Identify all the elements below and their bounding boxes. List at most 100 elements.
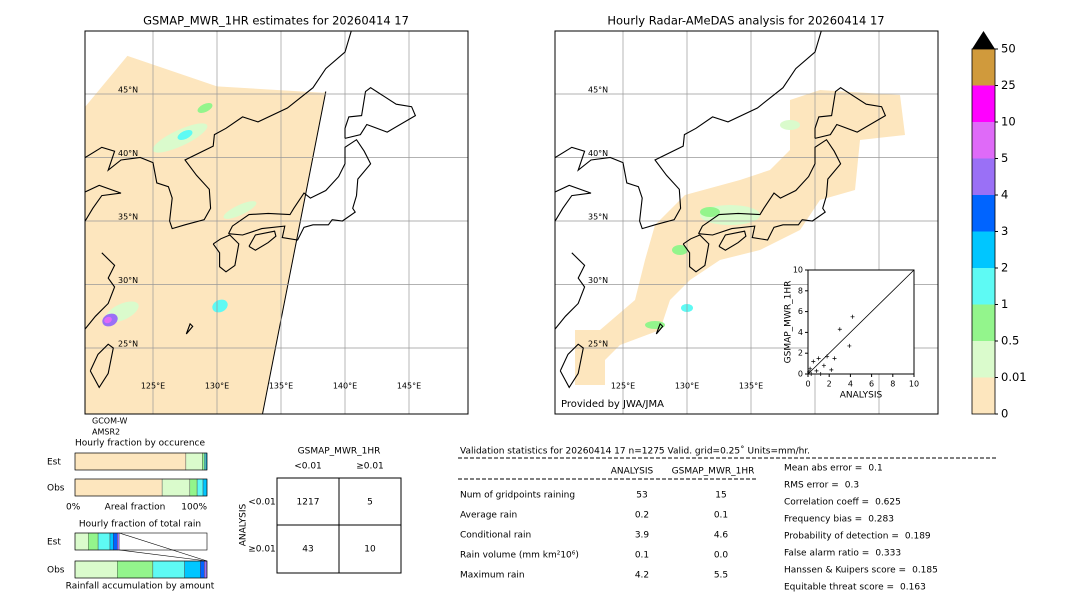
fraction-bar [185, 452, 203, 471]
lon-label: 145°E [397, 382, 421, 391]
fraction-bar [204, 452, 207, 471]
rain-cell [780, 120, 800, 130]
colorbar-label: 1 [1001, 297, 1008, 311]
score-value: 0.185 [912, 566, 938, 576]
colorbar-segment [972, 268, 995, 305]
scatter-point [829, 367, 834, 372]
scatter-point [807, 369, 812, 374]
score-value: 0.163 [900, 583, 926, 593]
fraction-bar [113, 532, 118, 551]
coastline [185, 322, 194, 335]
fraction-bar [87, 532, 99, 551]
fraction-bar [97, 532, 111, 551]
score-value: 0.625 [875, 498, 901, 508]
x-tick-label: 0 [805, 380, 810, 389]
y-tick-label: 10 [793, 266, 803, 275]
lon-label: 135°E [269, 382, 293, 391]
right-map [555, 31, 938, 414]
rain-cell [177, 130, 193, 140]
colorbar-label: 2 [1001, 261, 1008, 275]
col-header: ANALYSIS [611, 467, 654, 477]
table-cell: 43 [302, 545, 313, 555]
bar-frame [74, 560, 208, 579]
lon-label: 125°E [141, 382, 165, 391]
fraction-bar [184, 560, 201, 579]
stat-value: 0.0 [714, 551, 729, 561]
stat-label: Num of gridpoints raining [460, 491, 575, 501]
score-label: RMS error = [784, 481, 839, 491]
rain-cell [212, 299, 228, 313]
satellite: GCOM-W [92, 417, 128, 426]
colorbar-label: 25 [1001, 78, 1016, 92]
sensor: AMSR2 [92, 428, 120, 437]
stat-label: Rain volume (mm km²10⁶) [460, 551, 579, 561]
colorbar-label: 4 [1001, 188, 1008, 202]
rain-cell [104, 316, 112, 324]
row-label: ≥0.01 [248, 545, 276, 555]
lat-label: 35°N [118, 213, 138, 222]
fraction-bar [74, 478, 163, 497]
colorbar-segment [972, 122, 995, 159]
bar-frame [74, 452, 208, 471]
fraction-bar [152, 560, 185, 579]
fraction-bar [74, 532, 89, 551]
colorbar-label: 0.5 [1001, 334, 1019, 348]
colorbar-label: 0.01 [1001, 370, 1027, 384]
y-tick-label: 2 [798, 349, 803, 358]
scatter-point [837, 327, 842, 332]
rain-cell [645, 321, 665, 329]
lat-label: 40°N [118, 149, 138, 158]
fraction-bar [196, 478, 204, 497]
scatter-point [808, 366, 813, 371]
fraction-bar [117, 560, 154, 579]
lat-label: 45°N [588, 86, 608, 95]
stat-value: 0.1 [635, 551, 649, 561]
score-label: Mean abs error = [784, 464, 862, 474]
scatter-point [818, 372, 823, 376]
scatter-point [814, 368, 819, 373]
stat-label: Maximum rain [460, 571, 525, 581]
coastline [248, 230, 277, 251]
row-label: Obs [47, 484, 65, 494]
fraction-bar [109, 532, 114, 551]
x-tick-label: 2 [827, 380, 832, 389]
lon-label: 130°E [205, 382, 229, 391]
rain-area [575, 90, 905, 385]
coastline [555, 184, 592, 222]
scatter-point [816, 356, 821, 361]
score-value: 0.1 [868, 464, 882, 474]
colorbar-segment [972, 341, 995, 378]
y-axis-label: GSMAP_MWR_1HR [784, 281, 794, 364]
scatter-point [821, 363, 826, 368]
lat-label: 30°N [118, 276, 138, 285]
scatter-point [832, 356, 837, 361]
stat-value: 15 [715, 491, 726, 501]
score-label: Hanssen & Kuipers score = [784, 566, 906, 576]
row-title: ANALYSIS [239, 503, 249, 546]
score-label: Equitable threat score = [784, 583, 894, 593]
coastline [718, 230, 747, 251]
lat-label: 25°N [588, 340, 608, 349]
x-tick-label: 6 [869, 380, 874, 389]
colorbar-segment [972, 49, 995, 86]
fraction-bar [202, 452, 205, 471]
right-map-frame [554, 30, 939, 415]
score-value: 0.333 [875, 549, 901, 559]
col-header: GSMAP_MWR_1HR [672, 467, 755, 477]
fraction-bar [74, 560, 118, 579]
fraction-bar [74, 452, 187, 471]
right-map-title: Hourly Radar-AMeDAS analysis for 2026041… [607, 14, 884, 28]
colorbar-segment [972, 377, 995, 414]
table-title: GSMAP_MWR_1HR [298, 447, 381, 457]
scatter-point [825, 354, 830, 359]
table-cell: 10 [364, 545, 376, 555]
stat-label: Average rain [460, 511, 517, 521]
x-tick-label: 8 [890, 380, 895, 389]
stat-value: 4.2 [635, 571, 649, 581]
left-map-title: GSMAP_MWR_1HR estimates for 20260414 17 [143, 14, 409, 28]
colorbar-extend [972, 31, 995, 49]
colorbar-segment [972, 304, 995, 341]
lat-label: 30°N [588, 276, 608, 285]
table-cell: 1217 [297, 498, 320, 508]
colorbar-segment [972, 231, 995, 268]
